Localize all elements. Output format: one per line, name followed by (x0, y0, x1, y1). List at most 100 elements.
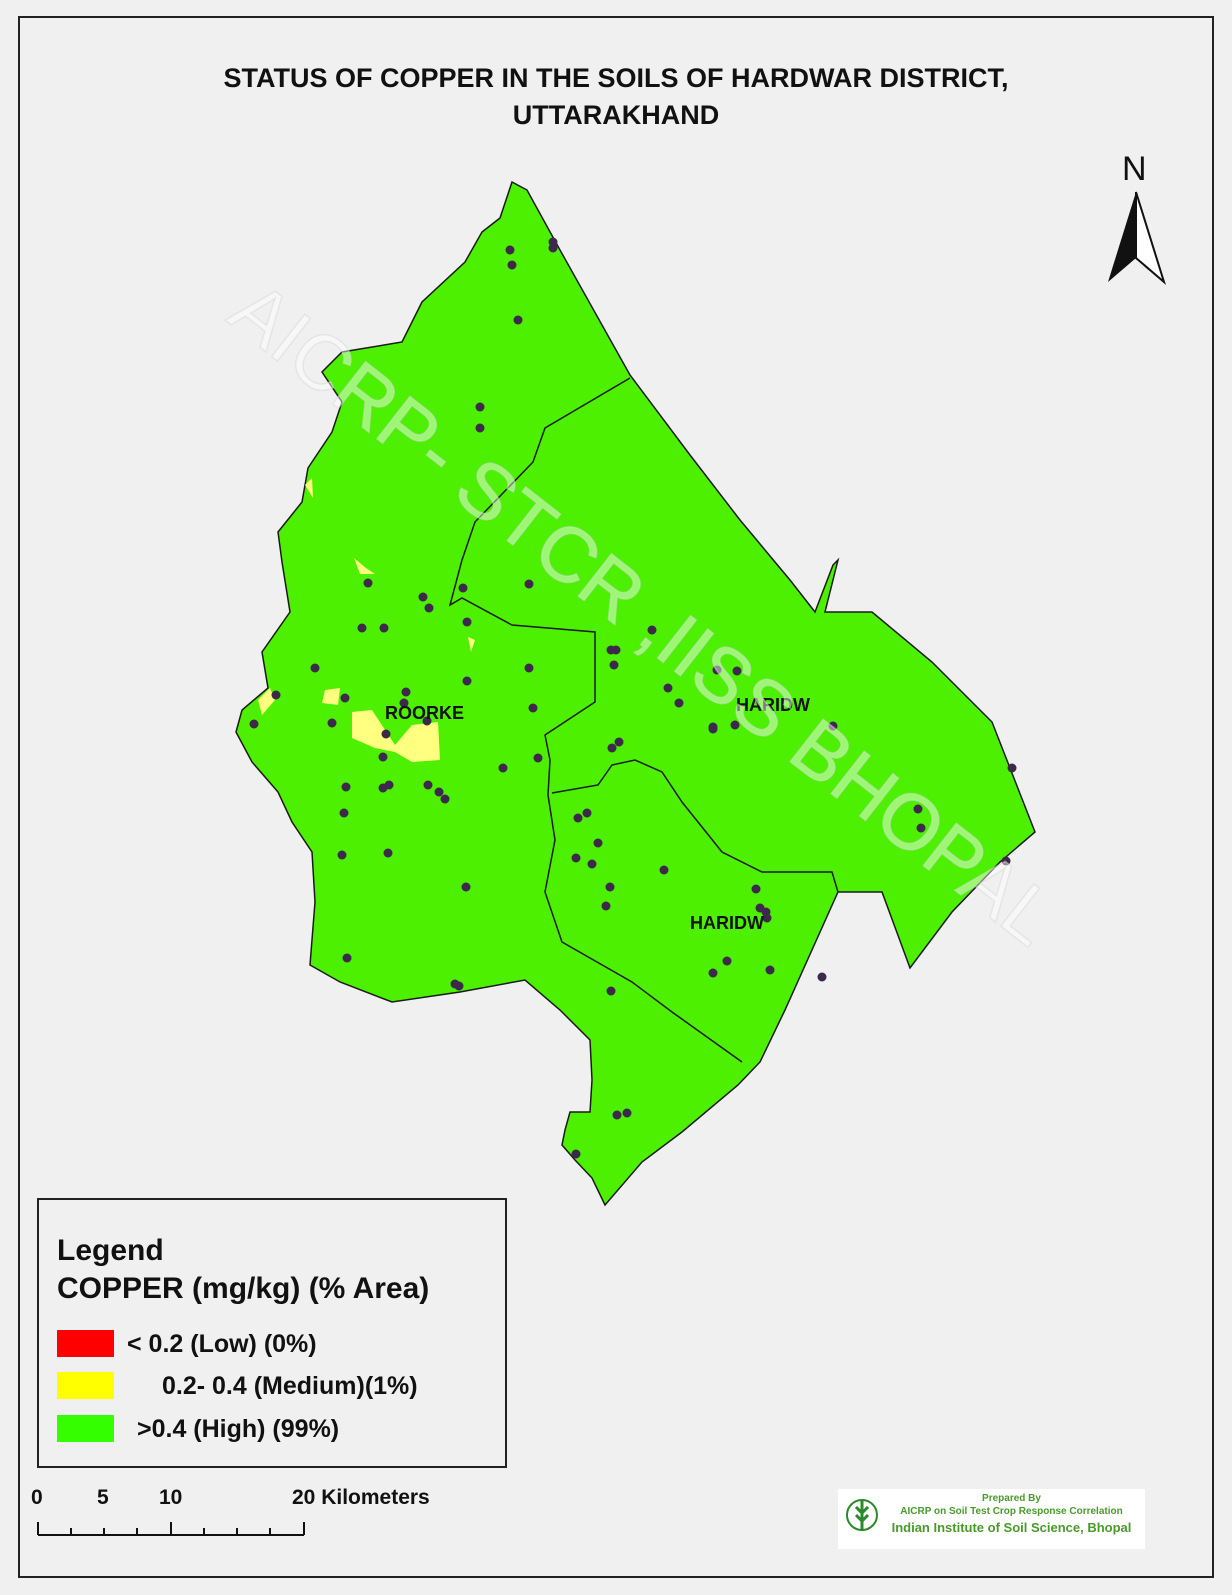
sample-point (732, 666, 742, 676)
scale-tick-20: 20 Kilometers (292, 1486, 430, 1509)
sample-point (548, 243, 558, 253)
sample-point (612, 1110, 622, 1120)
legend-subheading: COPPER (mg/kg) (% Area) (57, 1272, 430, 1305)
sample-point (271, 690, 281, 700)
sample-point (722, 956, 732, 966)
sample-point (462, 617, 472, 627)
sample-point (582, 808, 592, 818)
medium-patch (352, 710, 440, 762)
medium-areas (258, 478, 475, 762)
sample-point (475, 423, 485, 433)
sample-point (378, 783, 388, 793)
boundary-line (551, 759, 839, 893)
sample-point (461, 882, 471, 892)
sample-point (505, 245, 515, 255)
sample-point (730, 720, 740, 730)
sample-point (341, 782, 351, 792)
sample-point (593, 838, 603, 848)
credit-box: Prepared By AICRP on Soil Test Crop Resp… (838, 1489, 1145, 1549)
sample-point (418, 592, 428, 602)
sample-point (399, 698, 409, 708)
sample-point (571, 853, 581, 863)
legend: Legend COPPER (mg/kg) (% Area) < 0.2 (Lo… (37, 1198, 507, 1468)
scale-tick-0: 0 (31, 1486, 43, 1509)
title-line-1: STATUS OF COPPER IN THE SOILS OF HARDWAR… (223, 63, 1009, 93)
sample-point (587, 859, 597, 869)
sample-point (708, 968, 718, 978)
sample-point (913, 804, 923, 814)
sample-point (340, 693, 350, 703)
sample-point (357, 623, 367, 633)
sample-point (606, 986, 616, 996)
scale-tick-10: 10 (159, 1486, 183, 1509)
scale-tick-5: 5 (97, 1486, 109, 1509)
sample-point (573, 813, 583, 823)
sample-point (659, 865, 669, 875)
sample-point (524, 579, 534, 589)
sample-point (712, 665, 722, 675)
sample-point (609, 660, 619, 670)
sample-point (828, 721, 838, 731)
legend-heading: Legend (57, 1234, 164, 1267)
sample-points (249, 237, 1017, 1159)
sample-point (498, 763, 508, 773)
north-arrow-icon (1108, 192, 1136, 282)
sample-point (571, 1149, 581, 1159)
legend-swatch-low (57, 1330, 114, 1357)
sample-point (454, 981, 464, 991)
region-label-roorke: ROORKE (385, 703, 464, 723)
title-line-2: UTTARAKHAND (512, 100, 720, 130)
map-title: STATUS OF COPPER IN THE SOILS OF HARDWAR… (0, 60, 1232, 134)
block-boundaries (448, 377, 839, 1063)
sample-point (342, 953, 352, 963)
medium-patch (258, 688, 275, 715)
sample-point (363, 578, 373, 588)
sample-point (383, 848, 393, 858)
sample-point (249, 719, 259, 729)
region-label-haridwar-1: HARIDW (736, 695, 810, 715)
sample-point (337, 850, 347, 860)
credit-line-2: AICRP on Soil Test Crop Response Correla… (900, 1506, 1123, 1517)
sample-point (434, 787, 444, 797)
sample-point (765, 965, 775, 975)
sample-point (424, 603, 434, 613)
sample-point (462, 676, 472, 686)
north-arrow-icon-outline (1135, 191, 1166, 286)
sample-point (528, 703, 538, 713)
sample-point (381, 729, 391, 739)
sample-point (339, 808, 349, 818)
sample-point (475, 402, 485, 412)
sample-point (440, 794, 450, 804)
sample-point (611, 645, 621, 655)
sample-point (1001, 856, 1011, 866)
icar-logo-icon (846, 1499, 878, 1531)
sample-point (513, 315, 523, 325)
north-arrow: N (1108, 150, 1166, 286)
sample-point (1007, 763, 1017, 773)
sample-point (708, 724, 718, 734)
map-frame (18, 16, 1214, 1578)
legend-swatch-medium (57, 1372, 114, 1399)
credit-line-3: Indian Institute of Soil Science, Bhopal (891, 1520, 1132, 1535)
sample-point (310, 663, 320, 673)
north-label: N (1122, 150, 1147, 188)
legend-label-medium: 0.2- 0.4 (Medium)(1%) (162, 1372, 418, 1400)
sample-point (614, 737, 624, 747)
sample-point (423, 780, 433, 790)
medium-patch (468, 637, 475, 652)
sample-point (762, 913, 772, 923)
medium-patch (305, 478, 313, 498)
sample-point (379, 623, 389, 633)
medium-patch (322, 688, 340, 705)
sample-point (533, 753, 543, 763)
legend-label-low: < 0.2 (Low) (0%) (127, 1330, 317, 1358)
sample-point (751, 884, 761, 894)
legend-swatch-high (57, 1415, 114, 1442)
sample-point (327, 718, 337, 728)
boundary-line (448, 377, 743, 1063)
sample-point (605, 882, 615, 892)
sample-point (663, 683, 673, 693)
sample-point (674, 698, 684, 708)
sample-point (607, 743, 617, 753)
